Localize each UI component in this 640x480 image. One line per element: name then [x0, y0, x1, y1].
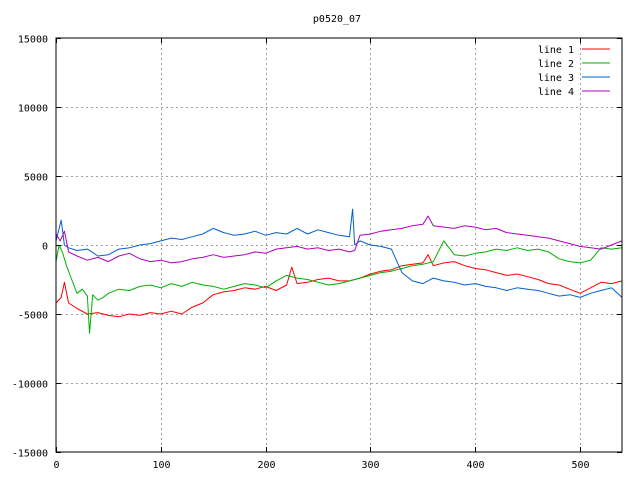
series-line-1 — [55, 254, 623, 318]
y-tick-label: 5000 — [24, 173, 48, 184]
y-tick-label: -10000 — [12, 380, 48, 391]
x-tick-label: 200 — [257, 460, 275, 471]
y-tick-label: -5000 — [18, 311, 48, 322]
series-line-3 — [55, 208, 623, 298]
y-tick-label: 0 — [42, 242, 48, 253]
x-tick-label: 300 — [361, 460, 379, 471]
legend: line 1 line 2 line 3 line 4 — [538, 45, 610, 98]
legend-label: line 3 — [538, 73, 574, 84]
legend-label: line 2 — [538, 59, 574, 70]
series-line-4 — [55, 215, 623, 264]
y-axis: -15000 -10000 -5000 0 5000 10000 15000 — [12, 35, 622, 460]
x-axis: 0 100 200 300 400 500 — [53, 38, 590, 471]
y-tick-label: 10000 — [18, 104, 48, 115]
x-tick-label: 100 — [152, 460, 170, 471]
x-tick-label: 400 — [466, 460, 484, 471]
chart-title: p0520_07 — [313, 14, 361, 25]
series-line-2 — [55, 240, 623, 334]
x-tick-label: 0 — [53, 460, 59, 471]
y-tick-label: -15000 — [12, 449, 48, 460]
grid — [56, 38, 622, 452]
y-tick-label: 15000 — [18, 35, 48, 46]
series-lines — [55, 208, 623, 334]
x-tick-label: 500 — [571, 460, 589, 471]
legend-label: line 1 — [538, 45, 574, 56]
legend-label: line 4 — [538, 87, 574, 98]
